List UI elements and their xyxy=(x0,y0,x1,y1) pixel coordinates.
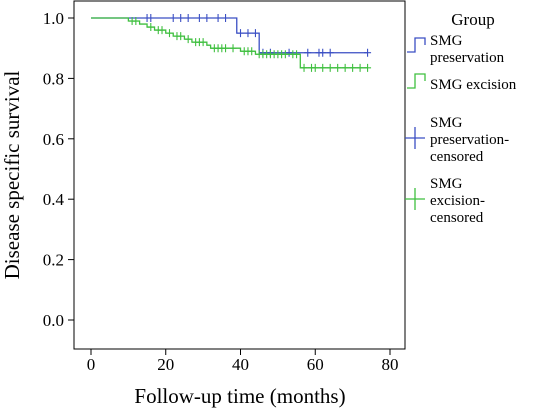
x-axis-title: Follow-up time (months) xyxy=(134,384,345,408)
smg-preservation-censor-mark xyxy=(237,29,244,38)
legend-censor-symbol xyxy=(405,188,425,210)
smg-excision-censor-mark xyxy=(319,63,327,72)
plot-frame xyxy=(73,0,406,350)
x-tick-label: 80 xyxy=(382,355,399,374)
x-tick-label: 60 xyxy=(307,355,324,374)
smg-excision-censor-mark xyxy=(334,63,342,72)
legend-label: SMG excision xyxy=(430,77,517,93)
legend-label: SMG xyxy=(430,33,463,49)
smg-excision-censor-mark xyxy=(281,50,289,59)
smg-preservation-censor-mark xyxy=(326,48,334,57)
smg-excision-censor-mark xyxy=(364,63,372,72)
y-axis-title: Disease specific survival xyxy=(0,70,24,279)
smg-preservation-censor-mark xyxy=(203,14,211,22)
smg-preservation-censor-mark xyxy=(184,14,192,22)
smg-preservation-censor-mark xyxy=(244,29,252,38)
smg-excision-censor-mark xyxy=(326,63,334,72)
series-layer xyxy=(91,14,372,72)
smg-preservation-censor-mark xyxy=(364,48,372,57)
smg-excision-censor-mark xyxy=(293,50,301,59)
smg-preservation-censor-mark xyxy=(147,14,155,22)
x-tick-label: 40 xyxy=(232,355,249,374)
smg-excision-censor-mark xyxy=(158,26,166,35)
y-tick-label: 0.8 xyxy=(43,69,64,88)
smg-excision-censor-mark xyxy=(222,44,230,53)
smg-preservation-censor-mark xyxy=(251,29,259,38)
smg-preservation-censor-mark xyxy=(304,48,312,57)
y-tick-label: 0.2 xyxy=(43,251,64,270)
smg-preservation-censor-mark xyxy=(177,14,185,22)
smg-excision-censor-mark xyxy=(311,63,319,72)
y-tick-label: 0.6 xyxy=(43,130,64,149)
y-tick-label: 1.0 xyxy=(43,9,64,28)
smg-excision-censor-mark xyxy=(165,29,173,38)
smg-excision-censor-mark xyxy=(132,17,140,26)
smg-excision-censor-mark xyxy=(300,63,308,72)
legend-title: Group xyxy=(451,10,494,29)
x-tick-label: 0 xyxy=(87,355,96,374)
legend-label: preservation xyxy=(430,50,505,66)
smg-excision-censor-mark xyxy=(199,38,207,47)
y-tick-label: 0.0 xyxy=(43,311,64,330)
smg-excision-censor-mark xyxy=(341,63,349,72)
x-tick-label: 20 xyxy=(157,355,174,374)
legend-label: SMG xyxy=(430,115,463,131)
smg-excision-censor-mark xyxy=(349,63,357,72)
smg-excision-censor-mark xyxy=(229,44,237,53)
y-tick-label: 0.4 xyxy=(43,190,65,209)
smg-excision-censor-mark xyxy=(147,23,155,32)
smg-preservation-censor-mark xyxy=(285,48,293,57)
legend-label: SMG xyxy=(430,176,463,192)
smg-preservation-censor-mark xyxy=(195,14,203,22)
x-axis-ticks: 0 20 40 60 80 xyxy=(87,349,399,374)
y-axis-ticks: 0.0 0.2 0.4 0.6 0.8 1.0 xyxy=(43,9,74,330)
smg-preservation-censor-mark xyxy=(214,14,222,22)
legend-censor-symbol xyxy=(405,127,425,149)
legend-step-symbol xyxy=(407,73,426,89)
smg-excision-censor-mark xyxy=(177,32,185,41)
smg-excision-censor-mark xyxy=(248,47,256,56)
legend-label: censored xyxy=(430,210,484,226)
legend-step-symbol xyxy=(407,37,426,53)
smg-preservation-censor-mark xyxy=(319,48,327,57)
legend-label: preservation- xyxy=(430,132,509,148)
legend-label: excision- xyxy=(430,193,485,209)
legend-label: censored xyxy=(430,149,484,165)
smg-excision-censor-mark xyxy=(184,35,192,44)
smg-preservation-censor-mark xyxy=(169,14,177,22)
smg-excision-censor-mark xyxy=(356,63,364,72)
smg-preservation-censor-mark xyxy=(222,14,230,22)
